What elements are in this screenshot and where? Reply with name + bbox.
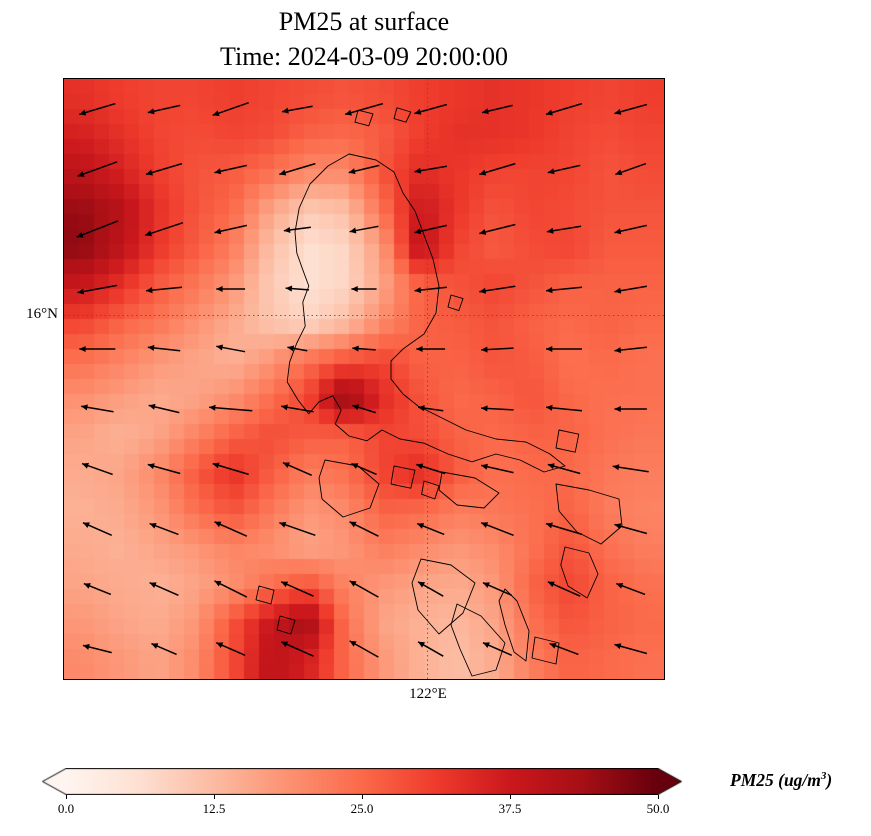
colorbar-label-superscript: 3: [820, 770, 827, 783]
colorbar-tick-label: 50.0: [646, 801, 670, 816]
colorbar-label-prefix: PM25 (ug/m: [730, 770, 821, 790]
map-panel: [63, 78, 665, 680]
colorbar-tick-label: 0.0: [57, 801, 75, 816]
x-axis-tick-label: 122°E: [409, 686, 447, 702]
colorbar-tick-label: 25.0: [350, 801, 374, 816]
colorbar-tick-mark: [362, 795, 363, 799]
y-axis-tick-label: 16°N: [26, 306, 58, 322]
colorbar: 0.0 12.5 25.0 37.5 50.0: [42, 768, 682, 816]
colorbar-tick-label: 37.5: [498, 801, 522, 816]
plot-title-line2: Time: 2024-03-09 20:00:00: [220, 42, 508, 71]
colorbar-tick-mark: [658, 795, 659, 799]
colorbar-label-suffix: ): [826, 770, 833, 790]
colorbar-tick-mark: [214, 795, 215, 799]
plot-title-line1: PM25 at surface: [278, 7, 450, 36]
pm25-heatmap-canvas: [64, 79, 664, 679]
plot-title: PM25 at surface Time: 2024-03-09 20:00:0…: [63, 4, 665, 74]
colorbar-gradient-canvas: [42, 768, 682, 795]
colorbar-label: PM25 (ug/m3): [730, 770, 870, 791]
colorbar-tick-mark: [510, 795, 511, 799]
colorbar-tick-mark: [66, 795, 67, 799]
colorbar-tick-label: 12.5: [202, 801, 226, 816]
